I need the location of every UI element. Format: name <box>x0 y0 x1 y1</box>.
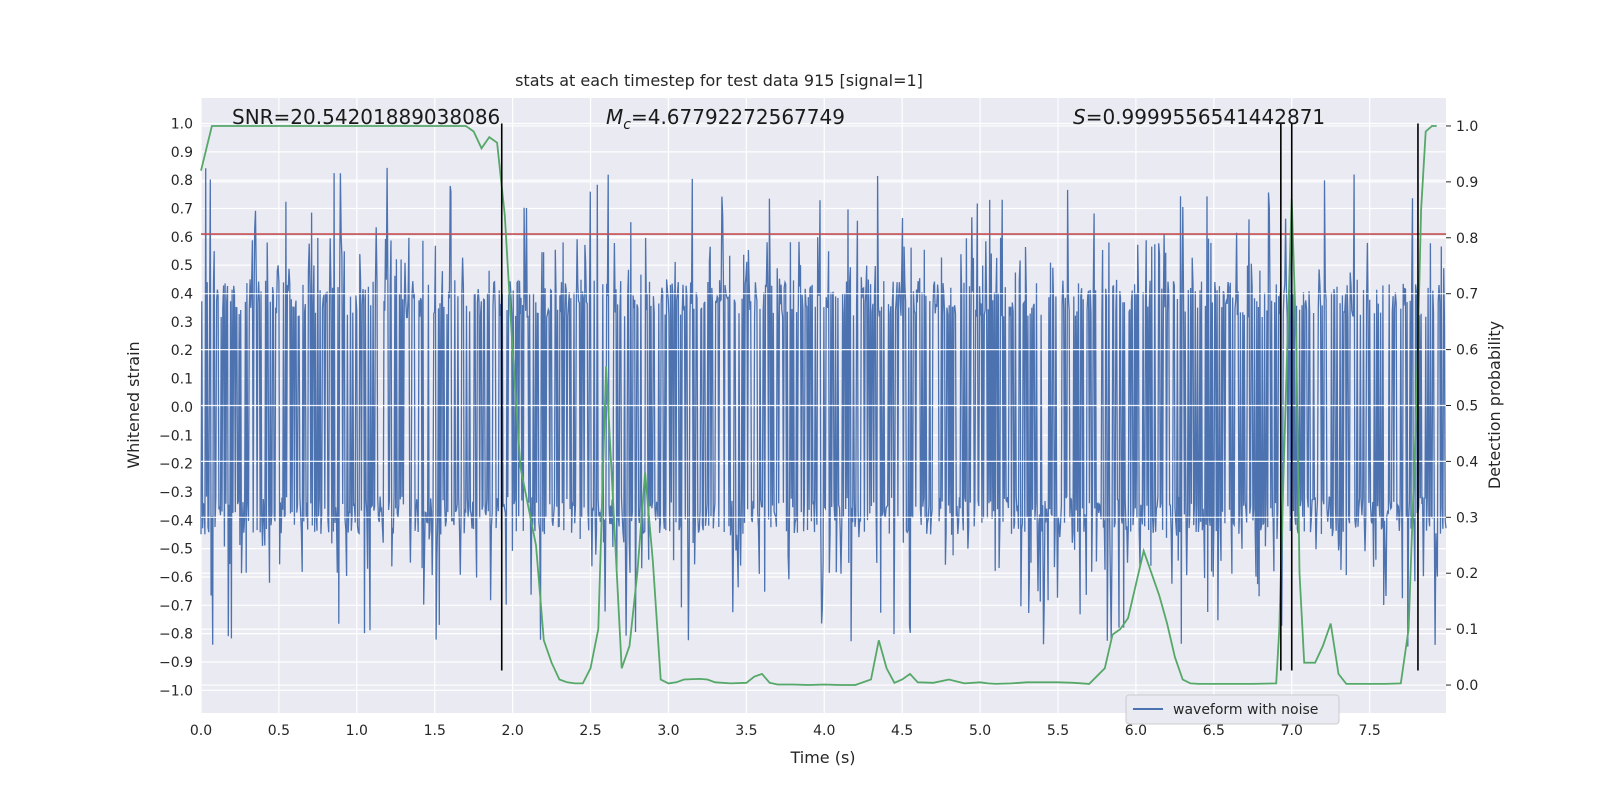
score-annotation: S=0.9999556541442871 <box>1073 105 1325 129</box>
y-left-tick-label: 0.1 <box>171 372 193 388</box>
y-left-tick-label: −1.0 <box>159 683 193 699</box>
x-tick-labels: 0.0 0.5 1.0 1.5 2.0 2.5 3.0 3.5 4.0 4.5 5.0 5.5 6.0 6… <box>190 723 1381 739</box>
x-tick-label: 7.0 <box>1281 723 1303 739</box>
chirp-mass-annotation: Mc=4.67792272567749 <box>606 105 845 133</box>
legend-label-waveform: waveform with noise <box>1173 702 1318 718</box>
y-left-tick-label: −0.1 <box>159 428 193 444</box>
chirp-mass-subscript: c <box>623 117 631 133</box>
x-tick-label: 4.0 <box>813 723 835 739</box>
x-tick-label: 1.0 <box>346 723 368 739</box>
chirp-mass-symbol: M <box>606 105 623 129</box>
y-right-tick-label: 0.0 <box>1456 678 1478 694</box>
chart-title: stats at each timestep for test data 915… <box>515 71 923 90</box>
y-right-tick-label: 0.5 <box>1456 399 1478 415</box>
snr-annotation: SNR=20.54201889038086 <box>232 105 500 129</box>
y-left-tick-label: 0.8 <box>171 173 193 189</box>
x-axis-title: Time (s) <box>789 748 855 767</box>
probability-series <box>200 125 1437 686</box>
y-right-tick-label: 0.6 <box>1456 343 1478 359</box>
y-left-tick-label: −0.8 <box>159 627 193 643</box>
y-right-tick-label: 0.9 <box>1456 175 1478 191</box>
legend-box <box>1125 694 1340 725</box>
y-left-tick-label: −0.3 <box>159 485 193 501</box>
y-left-tick-label: 0.3 <box>171 315 193 331</box>
y-left-tick-label: −0.2 <box>159 457 193 473</box>
x-tick-label: 3.5 <box>735 723 757 739</box>
y-left-tick-label: 0.5 <box>171 258 193 274</box>
y-left-tick-labels: 1.0 0.9 0.8 0.7 0.6 0.5 0.4 0.3 0.2 0.1 0.0 −0.1 −0.… <box>159 117 193 700</box>
y-left-tick-label: 0.2 <box>171 343 193 359</box>
waveform-line <box>200 167 1447 647</box>
legend: waveform with noise <box>1125 694 1340 725</box>
y-left-tick-label: 1.0 <box>171 117 193 133</box>
x-tick-label: 0.0 <box>190 723 212 739</box>
score-symbol: S <box>1073 105 1086 129</box>
chirp-mass-value: =4.67792272567749 <box>631 105 845 129</box>
y-left-tick-label: −0.4 <box>159 513 193 529</box>
x-tick-label: 1.5 <box>424 723 446 739</box>
x-tick-label: 6.0 <box>1125 723 1147 739</box>
y-right-tick-label: 1.0 <box>1456 119 1478 135</box>
x-tick-label: 0.5 <box>268 723 290 739</box>
y-right-tick-label: 0.8 <box>1456 231 1478 247</box>
y-left-tick-label: −0.7 <box>159 598 193 614</box>
probability-line <box>200 125 1437 686</box>
x-tick-label: 7.5 <box>1359 723 1381 739</box>
y-left-tick-label: 0.6 <box>171 230 193 246</box>
y-right-tick-label: 0.1 <box>1456 622 1478 638</box>
y-left-tick-label: −0.6 <box>159 570 193 586</box>
x-tick-label: 3.0 <box>657 723 679 739</box>
y-right-tick-label: 0.2 <box>1456 566 1478 582</box>
y-right-tick-label: 0.4 <box>1456 454 1478 470</box>
y-right-axis-title: Detection probability <box>1485 321 1504 489</box>
x-tick-label: 4.5 <box>891 723 913 739</box>
y-left-tick-label: 0.7 <box>171 202 193 218</box>
y-left-tick-label: 0.4 <box>171 287 193 303</box>
y-left-tick-label: 0.0 <box>171 400 193 416</box>
x-tick-label: 5.5 <box>1047 723 1069 739</box>
y-left-tick-label: −0.5 <box>159 542 193 558</box>
x-tick-label: 2.0 <box>502 723 524 739</box>
y-left-tick-label: −0.9 <box>159 655 193 671</box>
vertical-markers <box>500 123 1419 671</box>
y-left-tick-label: 0.9 <box>171 145 193 161</box>
x-tick-label: 6.5 <box>1203 723 1225 739</box>
x-tick-label: 2.5 <box>579 723 601 739</box>
y-left-axis-title: Whitened strain <box>124 341 143 468</box>
y-right-tick-labels: 1.0 0.9 0.8 0.7 0.6 0.5 0.4 0.3 0.2 0.1 0.0 <box>1446 119 1478 694</box>
score-value: =0.9999556541442871 <box>1086 105 1325 129</box>
x-tick-label: 5.0 <box>969 723 991 739</box>
y-right-tick-label: 0.7 <box>1456 287 1478 303</box>
y-right-tick-label: 0.3 <box>1456 510 1478 526</box>
waveform-series <box>200 167 1447 647</box>
